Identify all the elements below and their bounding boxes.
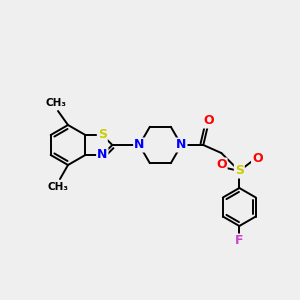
Text: F: F <box>235 235 244 248</box>
Text: S: S <box>98 128 107 142</box>
Text: N: N <box>176 139 187 152</box>
Text: O: O <box>203 115 214 128</box>
Text: CH₃: CH₃ <box>46 98 67 108</box>
Text: O: O <box>252 152 262 164</box>
Text: S: S <box>235 164 244 178</box>
Text: N: N <box>97 148 107 161</box>
Text: CH₃: CH₃ <box>47 182 68 192</box>
Text: O: O <box>216 158 226 172</box>
Text: N: N <box>134 139 145 152</box>
